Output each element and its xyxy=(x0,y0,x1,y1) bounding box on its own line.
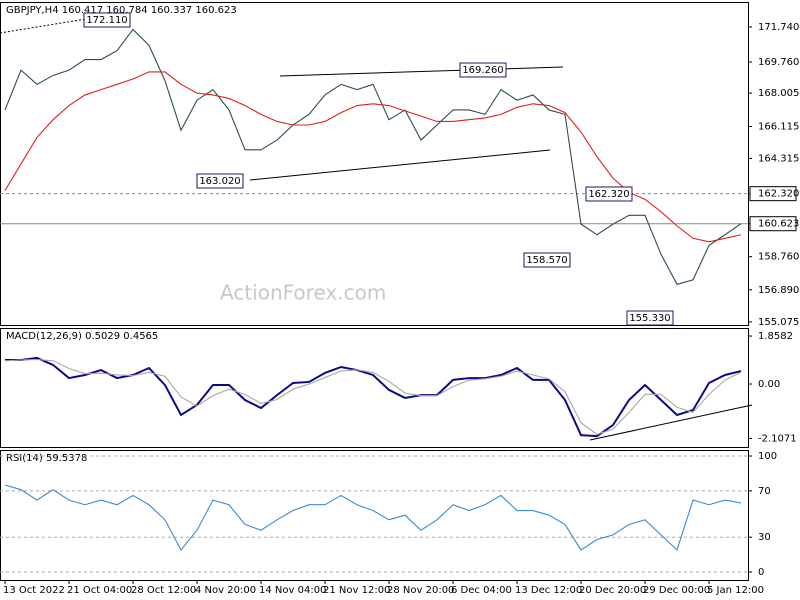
y-tick-label: 1.8582 xyxy=(758,331,793,342)
y-tick-label: 162.320 xyxy=(758,189,799,200)
y-tick-label: 0.00 xyxy=(758,379,780,390)
annotation: 155.330 xyxy=(629,313,670,324)
y-tick-label: 158.760 xyxy=(758,252,799,263)
trend-line xyxy=(279,66,564,77)
x-tick-label: 13 Oct 2022 xyxy=(3,585,65,596)
y-tick-label: 171.740 xyxy=(758,22,799,33)
annotation-box xyxy=(459,62,507,78)
y-tick-label: 166.115 xyxy=(758,122,799,133)
x-tick-label: 28 Nov 20:00 xyxy=(387,585,454,596)
annotation: 163.020 xyxy=(199,176,240,187)
x-tick-label: 14 Nov 04:00 xyxy=(259,585,326,596)
y-tick-label: 168.005 xyxy=(758,88,799,99)
y-tick-label: 0 xyxy=(758,567,764,578)
annotation: 172.110 xyxy=(86,15,127,26)
series-line xyxy=(4,28,742,285)
macd-panel xyxy=(0,328,749,448)
trend-line xyxy=(249,149,551,181)
x-tick-label: 6 Dec 04:00 xyxy=(451,585,512,596)
y-tick-label: 30 xyxy=(758,532,771,543)
trend-line xyxy=(0,17,93,34)
series-line xyxy=(4,71,742,243)
rsi-title: RSI(14) 59.5378 xyxy=(6,453,87,464)
y-tick-label: -2.1071 xyxy=(758,433,797,444)
y-tick-label: 70 xyxy=(758,486,771,497)
y-tick-label: 164.315 xyxy=(758,153,799,164)
annotation-box xyxy=(196,173,244,189)
x-tick-label: 21 Oct 04:00 xyxy=(67,585,132,596)
series-line xyxy=(4,358,742,435)
watermark: ActionForex.com xyxy=(220,281,386,305)
price-panel xyxy=(0,2,749,326)
x-tick-label: 5 Jan 12:00 xyxy=(707,585,764,596)
x-tick-label: 4 Nov 20:00 xyxy=(195,585,256,596)
y-tick-label: 156.890 xyxy=(758,285,799,296)
series-line xyxy=(4,484,742,551)
price-title: GBPJPY,H4 160.417 160.784 160.337 160.62… xyxy=(6,5,237,16)
x-tick-label: 28 Oct 12:00 xyxy=(131,585,196,596)
y-tick-label: 155.075 xyxy=(758,317,799,328)
x-tick-label: 29 Dec 00:00 xyxy=(643,585,710,596)
tick-box xyxy=(749,186,797,202)
annotation: 169.260 xyxy=(462,65,503,76)
series-line xyxy=(5,356,742,438)
x-tick-label: 21 Nov 12:00 xyxy=(323,585,390,596)
x-tick-label: 13 Dec 12:00 xyxy=(515,585,582,596)
rsi-panel xyxy=(0,450,749,581)
annotation-box xyxy=(585,186,633,202)
annotation: 162.320 xyxy=(588,189,629,200)
annotation-box xyxy=(83,12,131,28)
annotation-box xyxy=(523,252,571,268)
annotation: 158.570 xyxy=(526,255,567,266)
trend-line xyxy=(589,404,753,441)
tick-box xyxy=(749,216,797,232)
y-tick-label: 169.760 xyxy=(758,57,799,68)
x-tick-label: 20 Dec 20:00 xyxy=(579,585,646,596)
y-tick-label: 100 xyxy=(758,451,777,462)
y-tick-label: 160.623 xyxy=(758,219,799,230)
macd-title: MACD(12,26,9) 0.5029 0.4565 xyxy=(6,331,158,342)
annotation-box xyxy=(626,310,674,326)
